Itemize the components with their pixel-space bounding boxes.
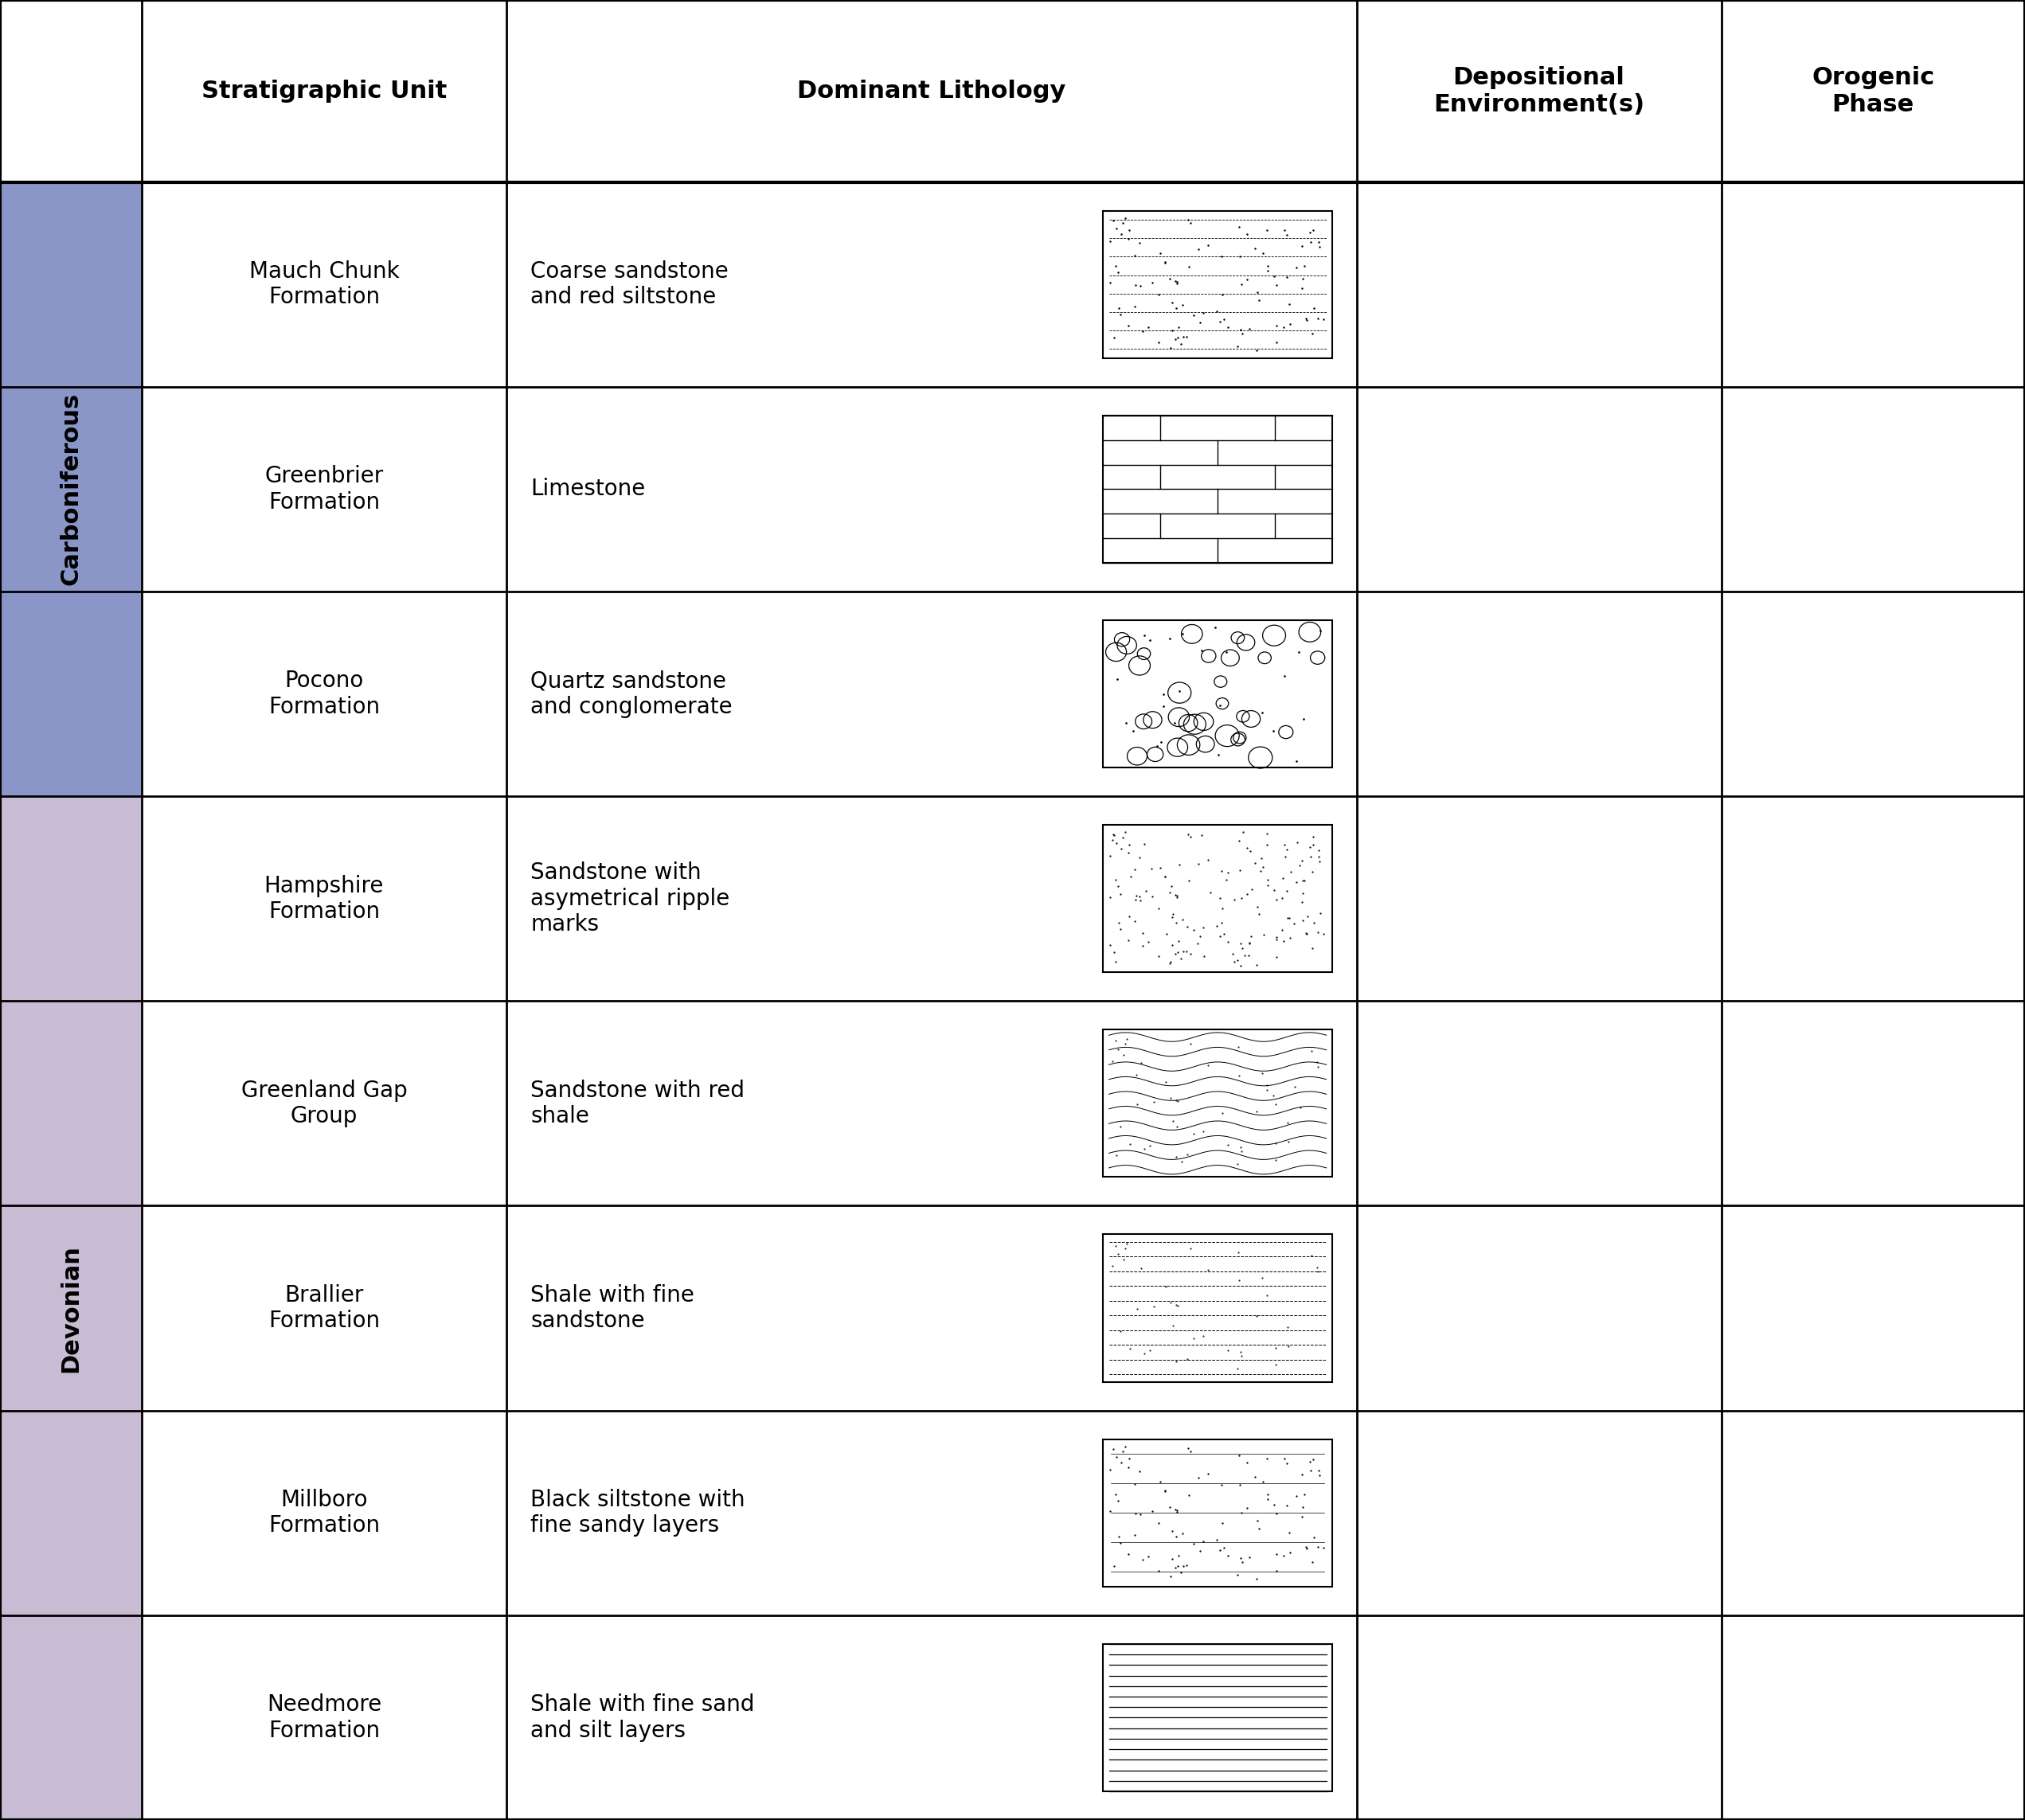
Text: Greenbrier
Formation: Greenbrier Formation xyxy=(265,466,383,513)
Text: Quartz sandstone
and conglomerate: Quartz sandstone and conglomerate xyxy=(531,670,733,717)
Text: Coarse sandstone
and red siltstone: Coarse sandstone and red siltstone xyxy=(531,260,729,308)
Bar xyxy=(1104,1440,1332,1587)
Text: Dominant Lithology: Dominant Lithology xyxy=(798,80,1065,102)
Text: Mauch Chunk
Formation: Mauch Chunk Formation xyxy=(249,260,399,308)
Text: Carboniferous: Carboniferous xyxy=(59,393,83,586)
Text: Devonian: Devonian xyxy=(59,1245,83,1372)
Text: Shale with fine
sandstone: Shale with fine sandstone xyxy=(531,1285,695,1332)
Text: Hampshire
Formation: Hampshire Formation xyxy=(263,875,385,923)
Bar xyxy=(0,182,142,797)
Text: Sandstone with red
shale: Sandstone with red shale xyxy=(531,1079,745,1127)
Text: Needmore
Formation: Needmore Formation xyxy=(267,1694,381,1742)
Bar xyxy=(1104,824,1332,972)
Text: Limestone: Limestone xyxy=(531,479,646,501)
Bar xyxy=(1104,211,1332,359)
Bar xyxy=(1104,1234,1332,1381)
Text: Shale with fine sand
and silt layers: Shale with fine sand and silt layers xyxy=(531,1694,755,1742)
Bar xyxy=(1104,1030,1332,1178)
Text: Depositional
Environment(s): Depositional Environment(s) xyxy=(1434,66,1644,116)
Bar xyxy=(1104,1643,1332,1791)
Bar xyxy=(0,797,142,1820)
Bar xyxy=(1104,415,1332,562)
Text: Black siltstone with
fine sandy layers: Black siltstone with fine sandy layers xyxy=(531,1489,745,1536)
Text: Stratigraphic Unit: Stratigraphic Unit xyxy=(200,80,448,102)
Text: Greenland Gap
Group: Greenland Gap Group xyxy=(241,1079,407,1127)
Text: Sandstone with
asymetrical ripple
marks: Sandstone with asymetrical ripple marks xyxy=(531,861,729,935)
Text: Brallier
Formation: Brallier Formation xyxy=(267,1285,381,1332)
Bar xyxy=(1104,621,1332,768)
Text: Pocono
Formation: Pocono Formation xyxy=(267,670,381,717)
Text: Orogenic
Phase: Orogenic Phase xyxy=(1812,66,1934,116)
Text: Millboro
Formation: Millboro Formation xyxy=(267,1489,381,1536)
